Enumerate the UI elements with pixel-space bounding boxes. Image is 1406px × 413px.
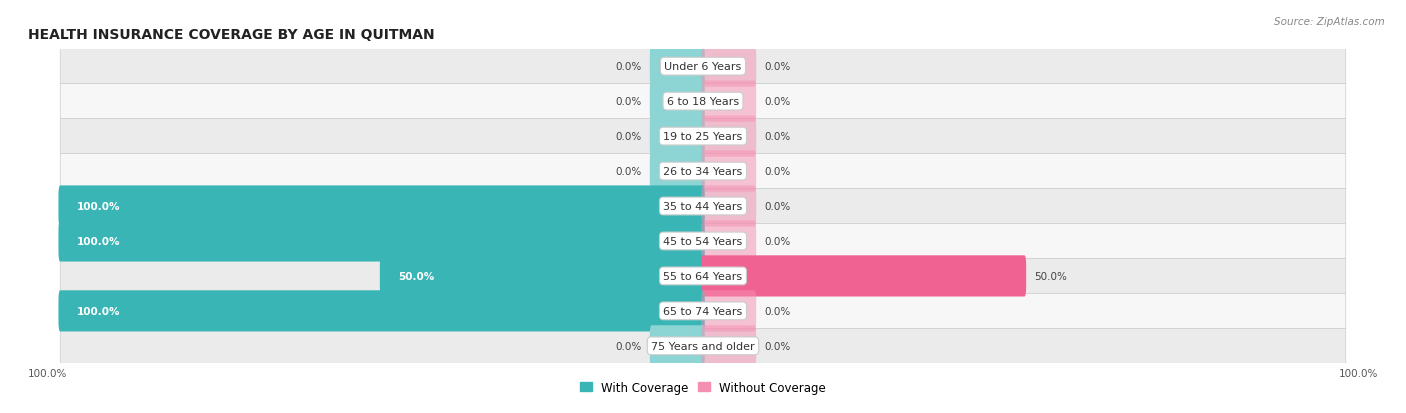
Text: 6 to 18 Years: 6 to 18 Years <box>666 97 740 107</box>
FancyBboxPatch shape <box>60 84 1346 119</box>
Text: 0.0%: 0.0% <box>616 341 643 351</box>
FancyBboxPatch shape <box>60 259 1346 294</box>
Text: 0.0%: 0.0% <box>763 166 790 177</box>
FancyBboxPatch shape <box>702 256 1026 297</box>
Text: 0.0%: 0.0% <box>763 202 790 211</box>
FancyBboxPatch shape <box>702 151 756 192</box>
Text: 0.0%: 0.0% <box>763 236 790 247</box>
Text: 45 to 54 Years: 45 to 54 Years <box>664 236 742 247</box>
Text: 0.0%: 0.0% <box>616 62 643 72</box>
Text: 19 to 25 Years: 19 to 25 Years <box>664 132 742 142</box>
FancyBboxPatch shape <box>702 186 756 227</box>
FancyBboxPatch shape <box>60 154 1346 189</box>
Text: 0.0%: 0.0% <box>616 132 643 142</box>
FancyBboxPatch shape <box>60 294 1346 329</box>
FancyBboxPatch shape <box>702 291 756 332</box>
FancyBboxPatch shape <box>650 116 704 157</box>
FancyBboxPatch shape <box>650 325 704 367</box>
FancyBboxPatch shape <box>59 291 704 332</box>
FancyBboxPatch shape <box>60 50 1346 84</box>
Text: 0.0%: 0.0% <box>763 132 790 142</box>
Text: 65 to 74 Years: 65 to 74 Years <box>664 306 742 316</box>
Text: 50.0%: 50.0% <box>1033 271 1067 281</box>
FancyBboxPatch shape <box>60 189 1346 224</box>
Text: Source: ZipAtlas.com: Source: ZipAtlas.com <box>1274 17 1385 26</box>
Text: 0.0%: 0.0% <box>763 62 790 72</box>
Text: 100.0%: 100.0% <box>76 202 120 211</box>
FancyBboxPatch shape <box>59 221 704 262</box>
Text: 0.0%: 0.0% <box>763 97 790 107</box>
FancyBboxPatch shape <box>702 325 756 367</box>
Text: 0.0%: 0.0% <box>763 341 790 351</box>
Text: 50.0%: 50.0% <box>398 271 434 281</box>
Text: 100.0%: 100.0% <box>76 236 120 247</box>
Legend: With Coverage, Without Coverage: With Coverage, Without Coverage <box>575 376 831 399</box>
Text: Under 6 Years: Under 6 Years <box>665 62 741 72</box>
Text: 75 Years and older: 75 Years and older <box>651 341 755 351</box>
FancyBboxPatch shape <box>702 116 756 157</box>
FancyBboxPatch shape <box>650 151 704 192</box>
FancyBboxPatch shape <box>60 224 1346 259</box>
FancyBboxPatch shape <box>650 46 704 88</box>
Text: 100.0%: 100.0% <box>76 306 120 316</box>
Text: 100.0%: 100.0% <box>1339 368 1378 377</box>
FancyBboxPatch shape <box>702 81 756 122</box>
Text: HEALTH INSURANCE COVERAGE BY AGE IN QUITMAN: HEALTH INSURANCE COVERAGE BY AGE IN QUIT… <box>28 28 434 41</box>
FancyBboxPatch shape <box>702 46 756 88</box>
FancyBboxPatch shape <box>650 81 704 122</box>
Text: 0.0%: 0.0% <box>616 97 643 107</box>
Text: 26 to 34 Years: 26 to 34 Years <box>664 166 742 177</box>
FancyBboxPatch shape <box>59 186 704 227</box>
Text: 100.0%: 100.0% <box>28 368 67 377</box>
FancyBboxPatch shape <box>380 256 704 297</box>
Text: 0.0%: 0.0% <box>616 166 643 177</box>
Text: 0.0%: 0.0% <box>763 306 790 316</box>
FancyBboxPatch shape <box>702 221 756 262</box>
FancyBboxPatch shape <box>60 119 1346 154</box>
Text: 55 to 64 Years: 55 to 64 Years <box>664 271 742 281</box>
FancyBboxPatch shape <box>60 329 1346 363</box>
Text: 35 to 44 Years: 35 to 44 Years <box>664 202 742 211</box>
